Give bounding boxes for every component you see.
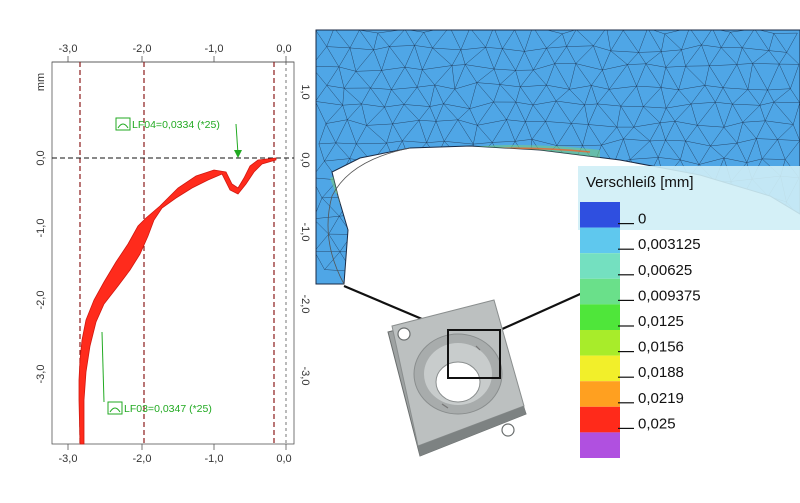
plot-frame — [51, 61, 295, 445]
legend-swatch-5 — [580, 330, 620, 356]
left-tick-5: -3,0 — [35, 365, 47, 384]
callout-lf04-text: LF04=0,0334 (*25) — [132, 119, 220, 131]
right-tick-1: 1,0 — [299, 84, 311, 99]
top-tick-4: 0,0 — [276, 43, 291, 55]
legend-title: Verschleiß [mm] — [586, 174, 694, 191]
bottom-tick-4: 0,0 — [276, 453, 291, 465]
right-tick-3: -1,0 — [299, 223, 311, 242]
callout-lf04: LF04=0,0334 (*25) — [115, 117, 242, 158]
part-bore — [435, 361, 481, 403]
right-tick-2: 0,0 — [299, 152, 311, 167]
legend-swatch-1 — [580, 227, 620, 254]
fe-mesh — [315, 29, 800, 285]
right-tick-5: -3,0 — [299, 367, 311, 386]
wear-legend: Verschleiß [mm] 0 0,003125 0,00625 0,009375… — [578, 166, 800, 458]
legend-swatch-8 — [580, 406, 620, 433]
zoom-box — [447, 329, 501, 379]
callout-lf03-text: LF03=0,0347 (*25) — [124, 403, 212, 415]
legend-label-2: 0,00625 — [638, 262, 692, 279]
top-tick-3: -1,0 — [205, 43, 224, 55]
legend-label-0: 0 — [638, 211, 646, 228]
bottom-tick-1: -3,0 — [59, 453, 78, 465]
left-tick-2: 0,0 — [35, 150, 47, 165]
bottom-tick-3: -1,0 — [205, 453, 224, 465]
legend-swatch-9 — [580, 432, 620, 458]
legend-label-8: 0,025 — [638, 415, 676, 432]
left-tick-3: -1,0 — [35, 219, 47, 238]
legend-label-4: 0,0125 — [638, 313, 684, 330]
legend-label-1: 0,003125 — [638, 236, 701, 253]
legend-swatch-2 — [580, 253, 620, 279]
legend-label-7: 0,0219 — [638, 390, 684, 407]
legend-swatch-6 — [580, 355, 620, 382]
legend-swatch-3 — [580, 278, 620, 305]
callout-lf03: LF03=0,0347 (*25) — [101, 331, 212, 415]
legend-swatch-4 — [580, 304, 620, 330]
part-3d — [387, 299, 527, 457]
legend-swatch-0 — [580, 202, 620, 228]
top-tick-1: -3,0 — [59, 43, 78, 55]
top-tick-2: -2,0 — [133, 43, 152, 55]
legend-label-6: 0,0188 — [638, 364, 684, 381]
left-tick-4: -2,0 — [35, 291, 47, 310]
legend-swatch-7 — [580, 381, 620, 407]
part-hole-2 — [501, 423, 515, 437]
bottom-tick-2: -2,0 — [133, 453, 152, 465]
profile-plot: -3,0 -2,0 -1,0 0,0 -3,0 -2,0 -1,0 0,0 mm… — [35, 43, 311, 465]
legend-label-5: 0,0156 — [638, 339, 684, 356]
right-tick-4: -2,0 — [299, 295, 311, 314]
legend-label-3: 0,009375 — [638, 287, 701, 304]
unit-label: mm — [35, 73, 47, 91]
wear-profile — [78, 157, 277, 445]
part-hole-1 — [397, 327, 411, 341]
